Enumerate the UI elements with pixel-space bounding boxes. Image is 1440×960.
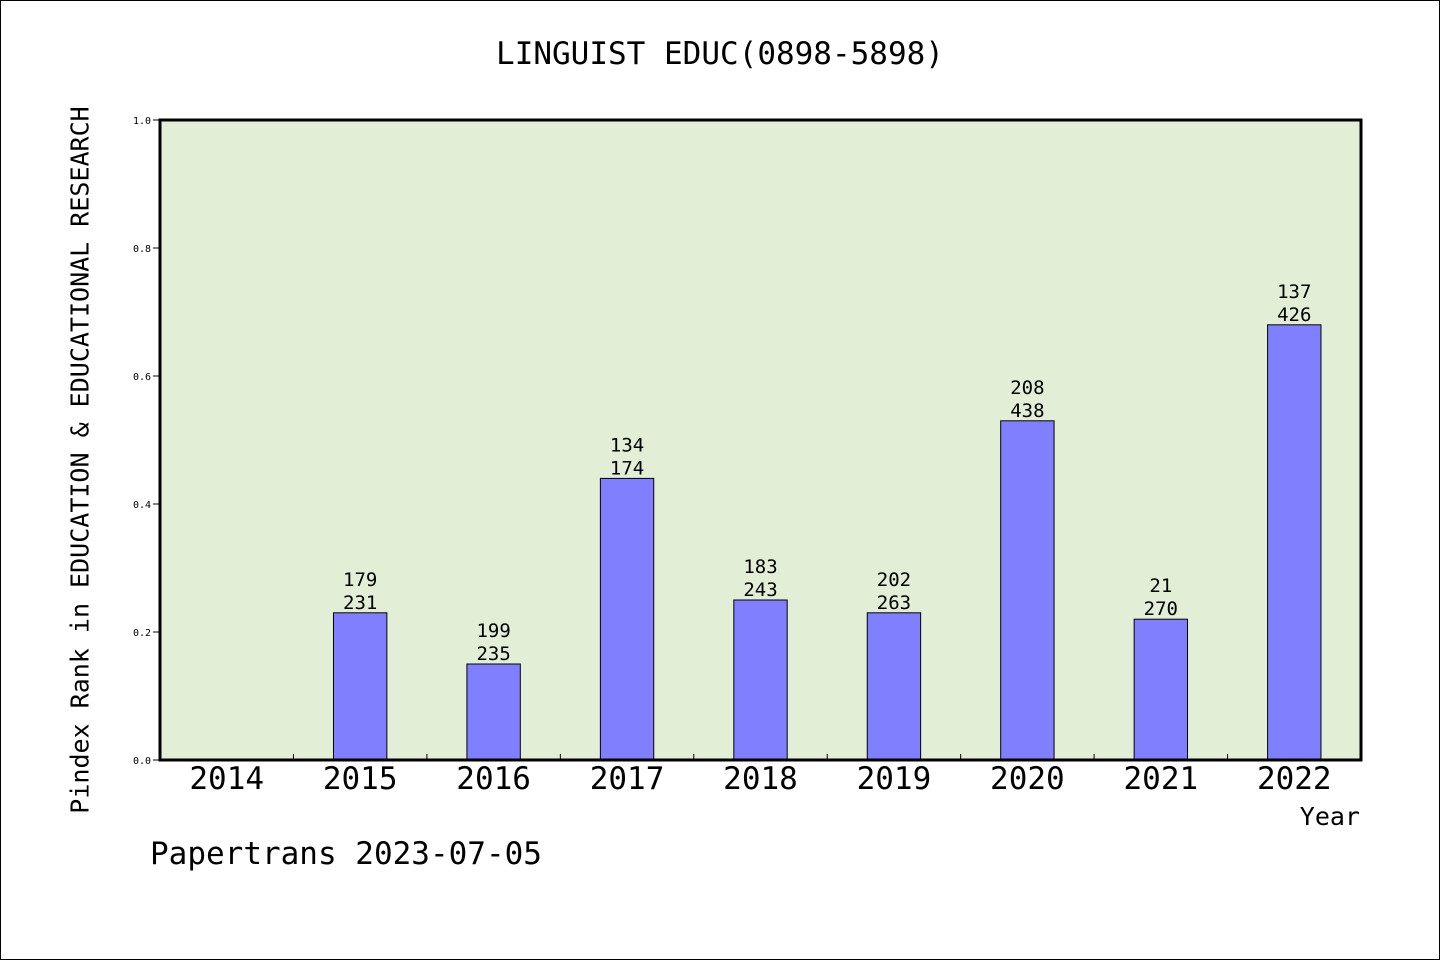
y-tick-label: 0.8 <box>133 244 151 255</box>
x-tick-label: 2015 <box>323 761 398 797</box>
bar-label-bottom: 235 <box>476 643 510 665</box>
y-axis-label: Pindex Rank in EDUCATION & EDUCATIONAL R… <box>65 106 95 814</box>
bar-label-top: 199 <box>476 620 510 642</box>
bar-label-top: 134 <box>610 434 644 456</box>
bar-label-bottom: 231 <box>343 592 377 614</box>
bar-label-bottom: 438 <box>1010 400 1044 422</box>
x-tick-label: 2020 <box>990 761 1065 797</box>
x-tick-label: 2019 <box>857 761 932 797</box>
bar <box>1000 420 1055 761</box>
footer-credit: Papertrans 2023-07-05 <box>150 836 542 872</box>
y-tick-label: 0.2 <box>133 628 151 639</box>
bar-label-top: 179 <box>343 569 377 591</box>
y-tick-label: 1.0 <box>133 116 151 127</box>
bar <box>332 612 388 761</box>
y-tick-label: 0.4 <box>133 500 151 511</box>
plot-border <box>158 118 1363 762</box>
bar-label-bottom: 174 <box>610 457 644 479</box>
chart-title: LINGUIST EDUC(0898-5898) <box>496 36 944 72</box>
bar-label-top: 208 <box>1010 377 1044 399</box>
bar-label-bottom: 270 <box>1144 598 1178 620</box>
bar <box>733 599 788 761</box>
x-tick-label: 2017 <box>590 761 665 797</box>
bar-label-bottom: 426 <box>1277 304 1311 326</box>
bar-label-top: 137 <box>1277 281 1311 303</box>
x-tick-label: 2022 <box>1257 761 1332 797</box>
y-tick-label: 0.6 <box>133 372 151 383</box>
x-axis-label: Year <box>1299 802 1360 831</box>
bar-label-top: 202 <box>877 569 911 591</box>
bar-label-top: 183 <box>743 556 777 578</box>
bar-label-bottom: 263 <box>877 592 911 614</box>
y-tick-label: 0.0 <box>133 756 151 767</box>
bar <box>1267 324 1322 761</box>
x-tick-label: 2018 <box>723 761 798 797</box>
bar-label-top: 21 <box>1149 575 1172 597</box>
x-tick-label: 2021 <box>1124 761 1199 797</box>
bar <box>1133 618 1189 761</box>
x-tick-label: 2014 <box>189 761 264 797</box>
x-tick-label: 2016 <box>456 761 531 797</box>
bar <box>599 477 655 761</box>
bar-label-bottom: 243 <box>743 579 777 601</box>
bar <box>866 612 922 761</box>
bar <box>466 663 521 761</box>
